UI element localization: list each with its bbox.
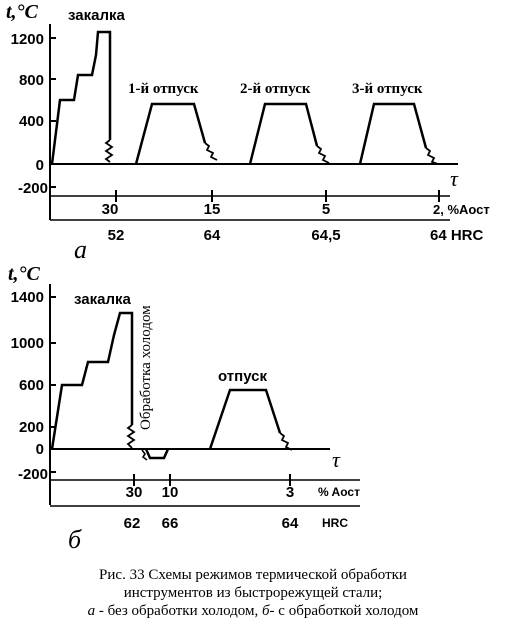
caption-line-3: а - без обработки холодом, б- с обработк… [0,602,506,620]
a-ast-30: 30 [102,201,119,218]
b-ytick-0: 0 [36,441,44,458]
b-cold-curve [144,448,170,460]
b-hrc-64: 64 [282,515,299,532]
b-ytick-minus200: -200 [18,466,48,483]
b-label-cold: Обработка холодом [138,305,154,430]
a-temper1-curve [134,102,207,165]
b-temper-curve [208,388,282,450]
b-label-quench: закалка [74,291,131,308]
a-ast-15: 15 [204,201,221,218]
caption-line-1: Рис. 33 Схемы режимов термической обрабо… [99,567,407,583]
a-temper2-curve [248,102,319,165]
a-temper2-squiggle [316,145,330,164]
caption-text-b: - с обработкой холодом [269,603,419,619]
a-temper1-squiggle [204,142,218,161]
a-ytick-minus200: -200 [18,180,48,197]
b-ytick-200: 200 [19,419,44,436]
a-ast-5: 5 [322,201,330,218]
b-hrc-62: 62 [124,515,141,532]
a-quench-curve [50,30,112,165]
a-lower-tick-marks [115,190,440,202]
b-ytick-1000: 1000 [11,335,44,352]
a-ytick-400: 400 [19,113,44,130]
b-ytick-1400: 1400 [11,289,44,306]
a-hrc-64-5: 64,5 [311,227,340,244]
caption-letter-b: б [262,603,270,619]
b-lower-tick-marks [133,474,291,486]
b-ast-10: 10 [162,484,179,501]
a-x-axis-label: τ [450,166,459,191]
b-quench-squiggle [126,424,136,449]
b-ast-3: 3 [286,484,294,501]
a-ytick-800: 800 [19,72,44,89]
a-hrc-52: 52 [108,227,125,244]
a-y-tick-marks [50,37,56,188]
b-cold-squiggle [141,449,148,461]
caption-letter-a: а [87,603,96,619]
b-label-temper: отпуск [218,368,268,385]
b-temper-squiggle [279,432,293,451]
b-y-tick-marks [50,296,56,473]
caption-text-a: - без обработки холодом, [95,603,262,619]
a-ast-2: 2, %Aост [433,202,490,217]
a-y-axis-label: t,°C [6,1,39,23]
diagram-b: t,°C закалка 1400 1000 600 200 0 -200 τ … [8,263,360,554]
a-label-temper1: 1-й отпуск [128,81,199,97]
a-temper3-curve [358,102,428,165]
b-hrc-unit: HRC [322,516,348,530]
b-quench-curve [50,311,134,450]
a-label-quench: закалка [68,7,125,24]
b-x-axis-label: τ [332,447,341,472]
b-ast-30: 30 [126,484,143,501]
b-ytick-600: 600 [19,377,44,394]
a-temper3-squiggle [425,147,439,165]
b-y-axis-label: t,°C [8,263,41,285]
caption-line-2: инструментов из быстрорежущей стали; [123,585,383,601]
b-ast-unit: % Aост [318,485,360,499]
diagram-a: t,°C закалка 1200 800 400 0 -200 τ 1-й о… [6,1,490,264]
a-hrc-64-last: 64 HRC [430,227,484,244]
a-label-temper2: 2-й отпуск [240,81,311,97]
a-hrc-64: 64 [204,227,221,244]
b-hrc-66: 66 [162,515,179,532]
a-label-temper3: 3-й отпуск [352,81,423,97]
a-panel-letter: а [74,235,87,264]
a-ytick-0: 0 [36,157,44,174]
figure-caption: Рис. 33 Схемы режимов термической обрабо… [0,566,506,620]
a-quench-squiggle [104,139,114,163]
b-panel-letter: б [68,525,82,554]
a-ytick-1200: 1200 [11,31,44,48]
